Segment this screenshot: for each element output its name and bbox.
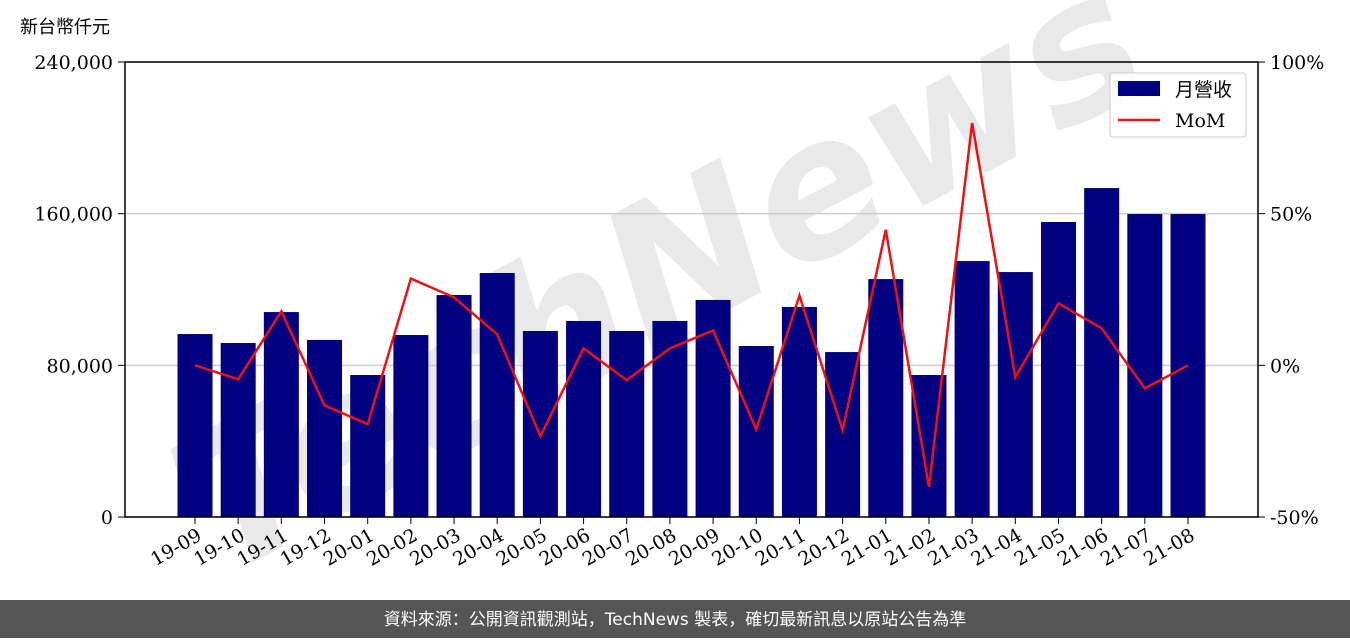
bar bbox=[781, 306, 817, 517]
footer-bar bbox=[0, 600, 1350, 638]
bar bbox=[350, 375, 386, 517]
bar bbox=[954, 261, 990, 517]
y-tick-label: 240,000 bbox=[34, 52, 113, 74]
bar bbox=[479, 273, 515, 517]
bar bbox=[609, 331, 645, 517]
bar bbox=[911, 375, 947, 517]
bar bbox=[1040, 222, 1076, 517]
bar bbox=[1127, 214, 1163, 517]
bar bbox=[307, 339, 343, 517]
y2-tick-label: 50% bbox=[1270, 204, 1312, 226]
y-tick-label: 0 bbox=[101, 507, 113, 529]
bar bbox=[436, 294, 472, 517]
legend: 月營收 MoM bbox=[1109, 72, 1247, 138]
y2-tick-label: 100% bbox=[1270, 52, 1324, 74]
bar bbox=[522, 331, 558, 517]
plot: TechNews080,000160,000240,000-50%0%50%10… bbox=[34, 0, 1324, 618]
line bbox=[194, 122, 1189, 488]
bar bbox=[263, 312, 299, 517]
bar bbox=[566, 320, 602, 517]
bar bbox=[1084, 188, 1120, 517]
bar bbox=[177, 334, 213, 517]
y-tick-label: 80,000 bbox=[47, 355, 113, 377]
bar bbox=[652, 320, 688, 517]
legend-swatch bbox=[1118, 81, 1160, 96]
y2-tick-label: -50% bbox=[1270, 507, 1319, 529]
bar bbox=[393, 335, 429, 517]
legend-label: MoM bbox=[1175, 110, 1225, 132]
plot-frame bbox=[124, 61, 1259, 518]
bar bbox=[868, 279, 904, 517]
x-tick-label: 21-08 bbox=[1140, 524, 1198, 570]
bar bbox=[220, 342, 256, 517]
legend-label: 月營收 bbox=[1175, 79, 1232, 101]
y2-tick-label: 0% bbox=[1270, 355, 1300, 377]
footer-text: 資料來源：公開資訊觀測站，TechNews 製表，確切最新訊息以原站公告為準 bbox=[384, 610, 966, 630]
y-axis-label: 新台幣仟元 bbox=[20, 17, 110, 38]
y-tick-label: 160,000 bbox=[34, 204, 113, 226]
